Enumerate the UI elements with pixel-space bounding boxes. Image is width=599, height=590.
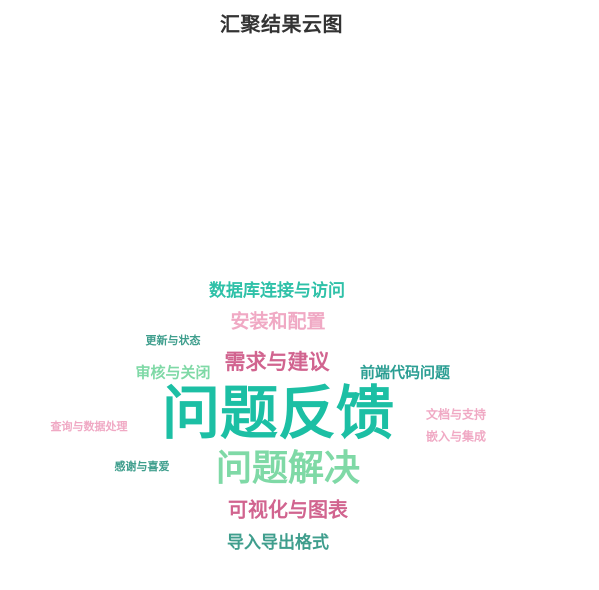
word-6: 导入导出格式: [227, 532, 329, 553]
word-10: 嵌入与集成: [426, 429, 486, 444]
word-9: 文档与支持: [426, 407, 486, 422]
word-0: 问题反馈: [162, 379, 394, 447]
word-12: 查询与数据处理: [51, 419, 128, 433]
word-13: 感谢与喜爱: [115, 459, 170, 473]
word-2: 需求与建议: [225, 350, 331, 374]
word-4: 安装和配置: [230, 310, 325, 333]
word-5: 可视化与图表: [228, 498, 349, 522]
word-1: 问题解决: [216, 448, 360, 489]
word-3: 数据库连接与访问: [209, 280, 345, 301]
chart-title: 汇聚结果云图: [220, 12, 343, 36]
word-7: 前端代码问题: [360, 364, 451, 382]
word-11: 更新与状态: [146, 333, 201, 347]
word-8: 审核与关闭: [135, 364, 210, 382]
